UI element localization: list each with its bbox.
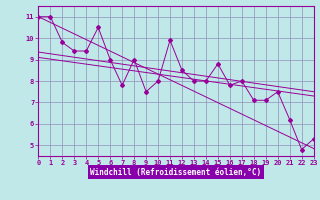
X-axis label: Windchill (Refroidissement éolien,°C): Windchill (Refroidissement éolien,°C) bbox=[91, 168, 261, 177]
